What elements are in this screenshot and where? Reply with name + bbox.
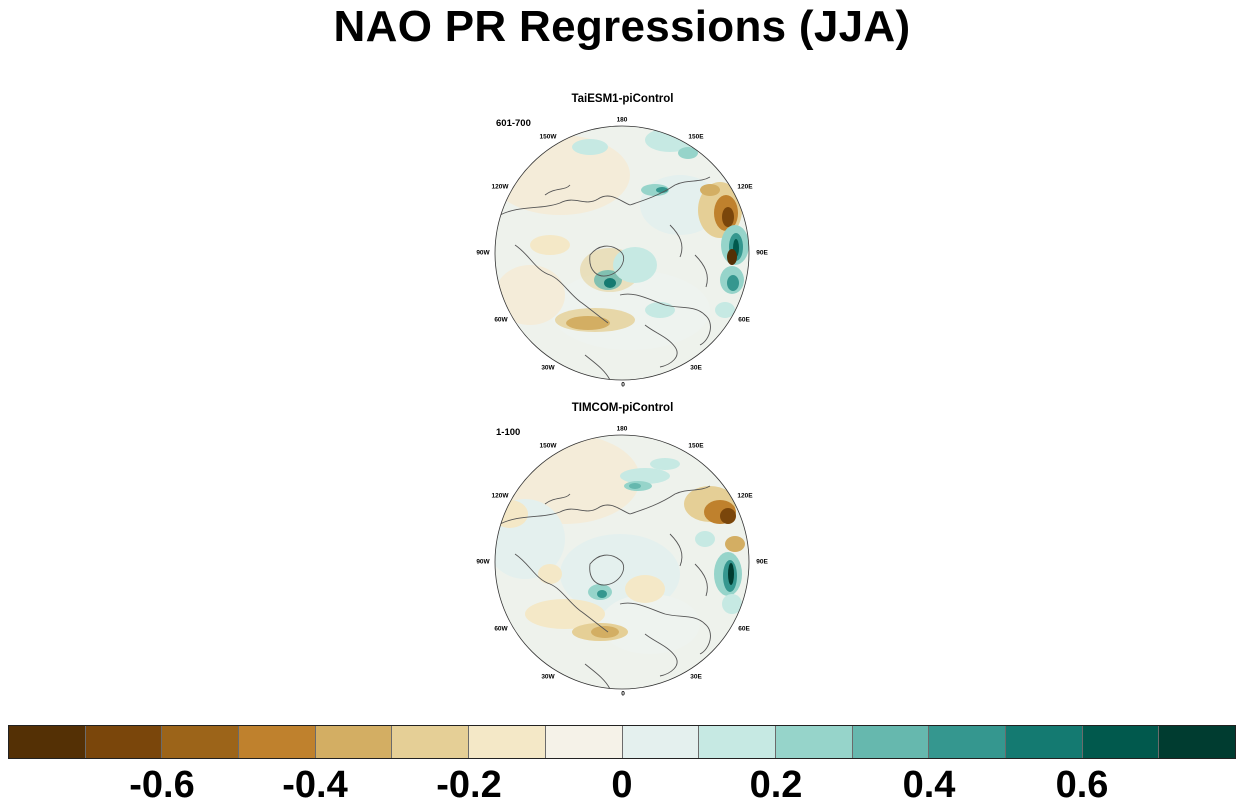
- lon-label-120e: 120E: [737, 183, 753, 191]
- coastlines: [499, 485, 711, 689]
- polar-map-panel-timcom: TIMCOM-piControl 1-100: [470, 402, 775, 704]
- colorbar-label: 0.4: [902, 764, 956, 806]
- lon-label-90e: 90E: [756, 558, 768, 566]
- colorbar-swatch: [1159, 726, 1235, 758]
- colorbar-swatch: [622, 726, 700, 758]
- colorbar-label: 0.2: [749, 764, 803, 806]
- colorbar-swatch: [699, 726, 776, 758]
- lon-label-120w: 120W: [491, 183, 509, 191]
- lon-label-120w: 120W: [491, 492, 509, 500]
- lon-label-90e: 90E: [756, 249, 768, 257]
- lon-label-60w: 60W: [494, 625, 508, 633]
- lon-label-60e: 60E: [738, 316, 750, 324]
- lon-label-60e: 60E: [738, 625, 750, 633]
- lon-label-150w: 150W: [539, 133, 557, 141]
- lon-label-150e: 150E: [688, 133, 704, 141]
- polar-map-panel-taiesm1: TaiESM1-piControl 601-700: [470, 93, 775, 395]
- lon-label-30e: 30E: [690, 673, 702, 681]
- colorbar-swatch: [929, 726, 1006, 758]
- colorbar-swatch: [1082, 726, 1160, 758]
- lon-label-180: 180: [616, 116, 628, 124]
- lon-label-30e: 30E: [690, 364, 702, 372]
- panel-title: TIMCOM-piControl: [571, 402, 674, 414]
- colorbar-swatch: [469, 726, 546, 758]
- lon-label-90w: 90W: [476, 249, 490, 257]
- lon-label-150e: 150E: [688, 442, 704, 450]
- precipitation-regression-field: [495, 435, 745, 654]
- lon-label-120e: 120E: [737, 492, 753, 500]
- colorbar-swatch: [545, 726, 623, 758]
- colorbar-swatch: [315, 726, 393, 758]
- colorbar-swatch: [9, 726, 86, 758]
- colorbar: [8, 725, 1236, 759]
- coastlines: [499, 176, 711, 380]
- lon-label-90w: 90W: [476, 558, 490, 566]
- colorbar-swatch: [775, 726, 853, 758]
- panel-title: TaiESM1-piControl: [571, 93, 674, 105]
- polar-stereographic-map: [494, 125, 750, 381]
- colorbar-swatch: [852, 726, 930, 758]
- colorbar-label: -0.2: [436, 764, 502, 806]
- panel-period-label: 601-700: [496, 118, 531, 129]
- lon-label-0: 0: [621, 381, 625, 389]
- colorbar-label: 0.6: [1055, 764, 1109, 806]
- lon-label-180: 180: [616, 425, 628, 433]
- colorbar-swatch: [162, 726, 240, 758]
- panel-period-label: 1-100: [496, 427, 521, 438]
- colorbar-label: -0.4: [282, 764, 348, 806]
- lon-label-60w: 60W: [494, 316, 508, 324]
- colorbar-swatch: [1005, 726, 1083, 758]
- colorbar-swatch: [239, 726, 316, 758]
- figure-title: NAO PR Regressions (JJA): [333, 2, 911, 51]
- lon-label-30w: 30W: [541, 364, 555, 372]
- polar-stereographic-map: [494, 434, 750, 690]
- colorbar-label: 0: [611, 764, 633, 806]
- lon-label-0: 0: [621, 690, 625, 698]
- colorbar-swatch: [392, 726, 470, 758]
- colorbar-swatch: [85, 726, 163, 758]
- colorbar-label: -0.6: [129, 764, 195, 806]
- lon-label-30w: 30W: [541, 673, 555, 681]
- lon-label-150w: 150W: [539, 442, 557, 450]
